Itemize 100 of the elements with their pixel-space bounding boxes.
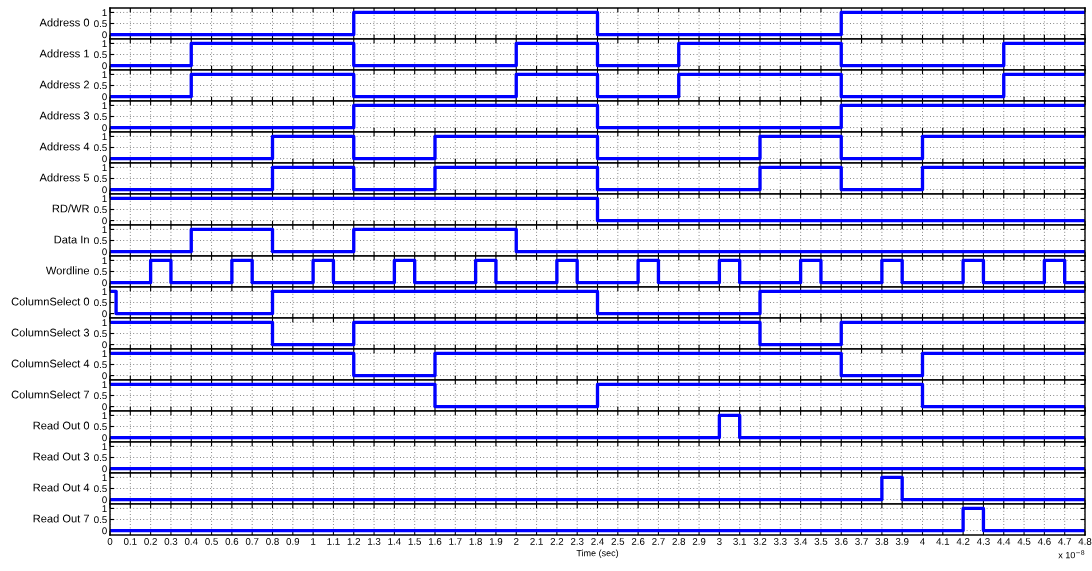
x-tick-label: 3.1 [733,538,746,545]
y-tick-label: 0 [102,186,107,194]
y-tick-label: 0.5 [94,485,107,493]
x-tick-label: 0 [107,538,113,545]
x-tick-label: 1.7 [449,538,462,545]
x-tick-label: 0.6 [225,538,239,545]
x-tick-label: 4.7 [1058,538,1071,545]
y-tick-label: 1 [102,71,107,78]
x-tick-label: 1.2 [347,538,361,545]
x-tick-label: 3.2 [753,538,767,545]
y-tick-label: 1 [102,133,107,140]
x-tick-label: 1.9 [489,538,503,545]
x-tick-label: 0.9 [286,538,300,545]
x-tick-label: 4.4 [997,538,1011,545]
x-tick-label: 0.8 [266,538,279,545]
x-tick-label: 2.3 [570,538,584,545]
y-tick-label: 1 [102,319,107,326]
y-tick-label: 1 [102,226,107,233]
y-tick-label: 0 [102,465,107,473]
y-tick-label: 0 [102,31,107,39]
x-tick-label: 4.6 [1037,538,1051,545]
y-tick-label: 1 [102,288,107,295]
y-tick-label: 1 [102,9,107,16]
y-axis-title: Address 5 [39,173,90,182]
x-tick-label: 2.4 [591,538,604,545]
y-axis-title: Data In [54,235,89,244]
y-axis-title: ColumnSelect 3 [11,328,90,337]
y-axis-title: Address 0 [39,18,90,27]
y-tick-label: 1 [102,474,107,481]
y-axis-title: Address 4 [39,142,90,151]
y-tick-label: 0 [102,124,107,132]
y-tick-label: 0.5 [94,268,107,276]
x-tick-label: 3.3 [773,538,787,545]
y-axis-title: Address 3 [39,111,90,120]
x-tick-label: 0.4 [184,538,198,545]
y-axis-title: ColumnSelect 0 [11,297,90,306]
x-tick-label: 3.4 [794,538,808,545]
x-tick-label: 1.6 [428,538,442,545]
x-tick-label: 2.6 [631,538,645,545]
x-tick-label: 2.7 [652,538,665,545]
y-tick-label: 0.5 [94,206,107,214]
y-tick-label: 0 [102,155,107,163]
y-axis-title: ColumnSelect 4 [11,359,90,368]
y-tick-label: 0 [102,310,107,318]
y-tick-label: 0 [102,279,107,287]
x-tick-label: 1.5 [408,538,422,545]
x-tick-label: 4.2 [956,538,970,545]
y-tick-label: 1 [102,257,107,264]
x-tick-label: 4.5 [1017,538,1031,545]
y-tick-label: 1 [102,350,107,357]
x-tick-label: 0.1 [123,538,137,545]
y-axis-title: Read Out 4 [33,483,90,492]
y-tick-label: 0.5 [94,516,107,524]
y-axis-title: Address 2 [39,80,89,89]
y-tick-label: 0 [102,434,107,442]
y-tick-label: 0 [102,372,107,380]
x-tick-label: 3 [717,538,722,545]
x-tick-label: 3.9 [895,538,909,545]
y-tick-label: 1 [102,505,107,512]
x-tick-label: 3.6 [834,538,848,545]
y-axis-title: Read Out 3 [33,452,90,461]
y-axis-title: ColumnSelect 7 [11,390,89,399]
y-axis-title: Address 1 [39,49,89,58]
y-axis-title: Wordline [45,266,90,275]
x-tick-label: 2.2 [550,538,564,545]
y-tick-label: 0.5 [94,237,107,245]
y-tick-label: 0.5 [94,361,107,369]
x-axis-title: Time (sec) [576,549,619,559]
y-tick-label: 1 [102,40,107,47]
x-tick-label: 4.1 [936,538,950,545]
y-tick-label: 0 [102,527,107,535]
x-tick-label: 1.3 [368,538,381,545]
x-tick-label: 4 [920,538,925,545]
y-tick-label: 0.5 [94,299,107,307]
x-tick-label: 0.2 [144,538,157,545]
x-tick-label: 3.8 [875,538,889,545]
y-tick-label: 0.5 [94,82,107,90]
y-tick-label: 1 [102,381,107,388]
y-tick-label: 0.5 [94,51,107,59]
x-tick-label: 3.7 [855,538,868,545]
x-tick-label: 2.9 [692,538,706,545]
x-tick-label: 0.5 [205,538,218,545]
y-tick-label: 0 [102,93,107,101]
y-tick-label: 0.5 [94,423,107,431]
y-tick-label: 0.5 [94,144,107,152]
text: x 10$^{−8}$ [1058,550,1085,559]
y-tick-label: 1 [102,443,107,450]
y-tick-label: 0 [102,248,107,256]
y-tick-label: 1 [102,164,107,171]
y-tick-label: 0 [102,62,107,70]
y-tick-label: 1 [102,102,107,109]
x-tick-label: 1.8 [469,538,482,545]
y-axis-title: Read Out 0 [33,421,90,430]
x-tick-label: 1 [311,538,316,545]
x-tick-label: 2.1 [530,538,543,545]
x-tick-label: 1.4 [388,538,401,545]
y-axis-title: RD/WR [52,204,90,213]
x-tick-label: 2.8 [672,538,686,545]
y-tick-label: 0.5 [94,392,107,400]
y-tick-label: 1 [102,412,107,419]
